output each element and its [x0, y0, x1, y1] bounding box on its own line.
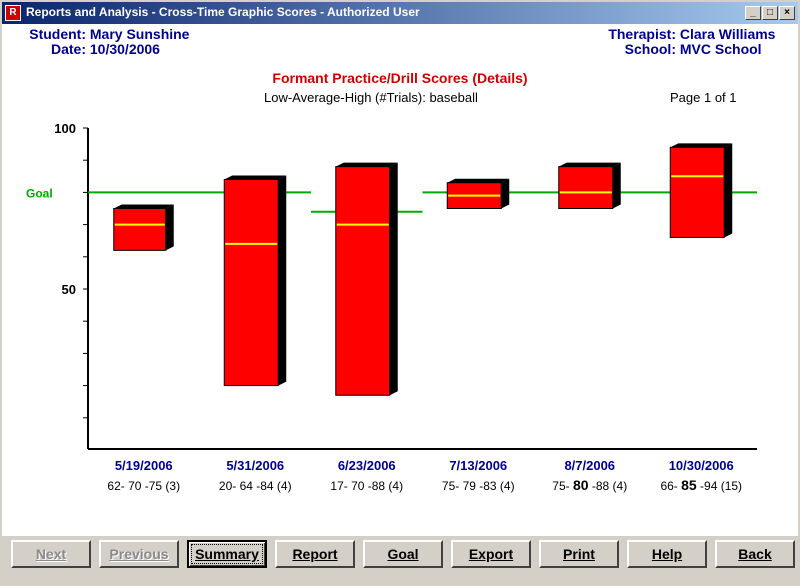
- range-bar: [223, 179, 279, 387]
- previous-button[interactable]: Previous: [99, 540, 179, 568]
- date-info: Date: 10/30/2006: [24, 41, 160, 57]
- summary-button[interactable]: Summary: [187, 540, 267, 568]
- back-button[interactable]: Back: [715, 540, 795, 568]
- x-tick-label: 6/23/2006: [338, 458, 396, 473]
- export-button[interactable]: Export: [451, 540, 531, 568]
- school-info: School: MVC School: [592, 41, 762, 57]
- bar-shadow-top: [670, 143, 733, 148]
- bar-shadow-top: [447, 178, 510, 183]
- minimize-button[interactable]: _: [745, 6, 761, 20]
- bar-shadow-side: [389, 162, 398, 396]
- student-info: Student: Mary Sunshine: [24, 26, 189, 42]
- range-bar: [335, 166, 391, 396]
- student-name: Mary Sunshine: [89, 26, 190, 42]
- bar-shadow-side: [501, 178, 510, 209]
- bar-shadow-top: [335, 162, 398, 167]
- bar-shadow-top: [113, 204, 174, 209]
- bar-shadow-top: [224, 175, 287, 180]
- student-label: Student:: [29, 26, 86, 42]
- chart-subtitle: Low-Average-High (#Trials): baseball: [264, 90, 478, 105]
- data-label: 62- 70 -75 (3): [107, 479, 180, 493]
- school-name: MVC School: [679, 41, 762, 57]
- maximize-button[interactable]: □: [762, 6, 778, 20]
- bar-shadow-top: [558, 162, 621, 167]
- range-bar: [113, 208, 167, 251]
- bar-shadow-side: [165, 204, 174, 251]
- range-bar: [558, 166, 614, 209]
- data-label: 75- 79 -83 (4): [442, 479, 515, 493]
- y-tick-label: 50: [62, 282, 76, 297]
- therapist-label: Therapist:: [608, 26, 676, 42]
- app-icon: R: [5, 5, 21, 21]
- report-date: 10/30/2006: [89, 41, 160, 57]
- next-button[interactable]: Next: [11, 540, 91, 568]
- goal-button[interactable]: Goal: [363, 540, 443, 568]
- x-tick-label: 5/19/2006: [115, 458, 173, 473]
- goal-label: Goal: [26, 186, 53, 200]
- x-tick-label: 5/31/2006: [226, 458, 284, 473]
- scores-chart: 100 50 Goal 5/19/2006 62- 70 -75 (3) 5/31/200…: [26, 121, 757, 493]
- therapist-info: Therapist: Clara Williams: [592, 26, 775, 42]
- school-label: School:: [624, 41, 676, 57]
- title-bar[interactable]: R Reports and Analysis - Cross-Time Grap…: [2, 2, 798, 24]
- date-label: Date:: [50, 41, 86, 57]
- data-label: 17- 70 -88 (4): [330, 479, 403, 493]
- y-tick-label: 100: [54, 121, 76, 136]
- therapist-name: Clara Williams: [679, 26, 776, 42]
- report-button[interactable]: Report: [275, 540, 355, 568]
- x-tick-label: 7/13/2006: [449, 458, 507, 473]
- print-button[interactable]: Print: [539, 540, 619, 568]
- close-button[interactable]: ×: [779, 6, 795, 20]
- window-title: Reports and Analysis - Cross-Time Graphi…: [26, 5, 420, 19]
- bar-shadow-side: [724, 143, 733, 238]
- x-tick-label: 8/7/2006: [564, 458, 615, 473]
- data-label: 66- 85 -94 (15): [660, 477, 742, 493]
- data-label: 20- 64 -84 (4): [219, 479, 292, 493]
- button-bar: Next Previous Summary Report Goal Export Print…: [2, 536, 798, 586]
- report-content: Student: Mary Sunshine Date: 10/30/2006 …: [2, 24, 798, 536]
- bar-shadow-side: [612, 162, 621, 209]
- help-button[interactable]: Help: [627, 540, 707, 568]
- page-indicator: Page 1 of 1: [670, 90, 737, 105]
- data-label: 75- 80 -88 (4): [552, 477, 627, 493]
- bar-shadow-side: [278, 175, 287, 386]
- chart-title: Formant Practice/Drill Scores (Details): [272, 70, 528, 86]
- x-tick-label: 10/30/2006: [669, 458, 734, 473]
- range-bar: [669, 146, 725, 238]
